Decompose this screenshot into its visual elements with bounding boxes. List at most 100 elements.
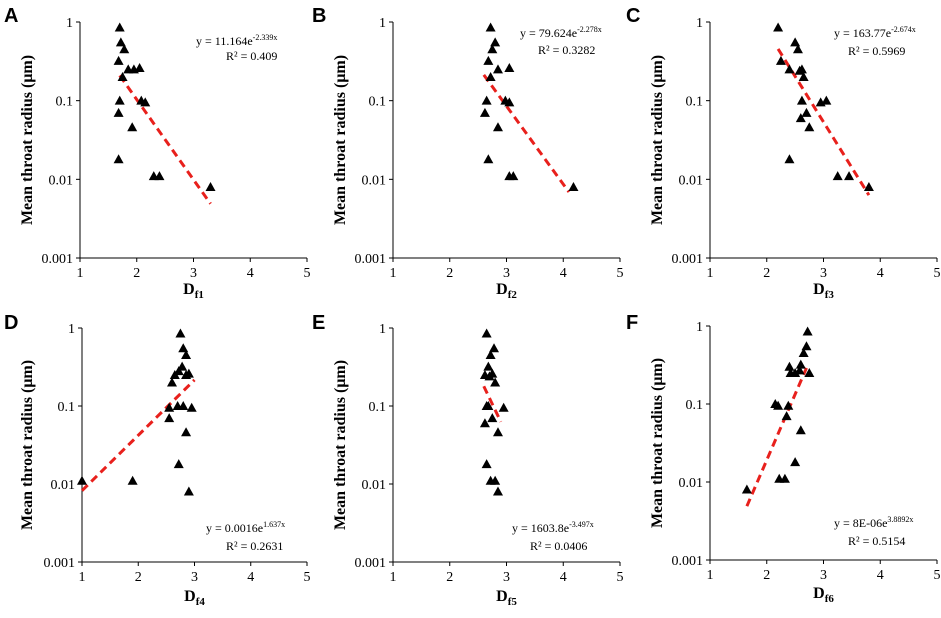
trendline — [745, 367, 808, 507]
data-point — [115, 37, 126, 47]
x-tick-label: 5 — [304, 266, 311, 281]
y-tick-label: 0.1 — [686, 95, 704, 110]
y-tick-label: 0.1 — [686, 398, 704, 413]
data-point — [508, 171, 519, 181]
x-tick-label: 5 — [617, 570, 624, 585]
trend-equation: y = 11.164e-2.339x — [196, 33, 277, 48]
x-tick-label: 2 — [763, 568, 770, 583]
data-point — [483, 361, 494, 371]
data-point — [490, 377, 501, 387]
data-point — [485, 22, 496, 32]
y-tick-label: 0.1 — [58, 400, 76, 415]
data-point — [183, 368, 194, 378]
y-axis-label: Mean throat radius (μm) — [19, 360, 36, 530]
data-point — [164, 402, 175, 412]
data-point — [773, 22, 784, 32]
x-tick-label: 5 — [934, 568, 941, 583]
data-point — [795, 425, 806, 435]
y-tick-label: 0.01 — [49, 173, 74, 188]
y-tick-label: 0.001 — [42, 252, 74, 267]
x-tick-label: 4 — [877, 568, 884, 583]
x-tick-label: 1 — [390, 266, 397, 281]
data-point — [154, 171, 165, 181]
data-point — [487, 44, 498, 54]
data-point — [483, 55, 494, 65]
x-tick-label: 4 — [247, 266, 254, 281]
y-axis-label: Mean throat radius (μm) — [649, 55, 666, 225]
x-tick-label: 1 — [77, 266, 84, 281]
x-tick-label: 1 — [707, 568, 714, 583]
y-tick-label: 1 — [696, 320, 703, 335]
data-point — [804, 367, 815, 377]
data-point — [172, 401, 183, 410]
data-point — [798, 348, 809, 358]
panel-letter: B — [312, 5, 326, 27]
data-point — [479, 107, 490, 117]
y-tick-label: 0.01 — [679, 173, 704, 188]
data-point — [490, 475, 501, 485]
data-point — [181, 350, 192, 360]
y-tick-label: 0.001 — [672, 252, 704, 267]
x-axis-label: Df5 — [496, 588, 517, 608]
x-tick-label: 2 — [133, 266, 140, 281]
x-tick-label: 2 — [446, 266, 453, 281]
panel-letter: D — [4, 312, 18, 334]
data-point — [479, 369, 490, 379]
y-axis-label: Mean throat radius (μm) — [649, 358, 666, 528]
r-squared: R² = 0.3282 — [538, 43, 595, 57]
data-point — [489, 343, 500, 353]
data-point — [183, 486, 194, 496]
data-point — [169, 369, 180, 379]
y-tick-label: 1 — [68, 322, 75, 337]
panel-d: D 0.001 0.01 0.1 1 1 2 3 4 5 Mean throat radius (μ… — [4, 312, 311, 608]
data-point — [492, 122, 503, 132]
data-point — [114, 95, 125, 105]
y-axis-label: Mean throat radius (μm) — [332, 55, 349, 225]
data-point — [784, 64, 795, 74]
y-tick-label: 0.01 — [362, 173, 387, 188]
data-point — [483, 154, 494, 164]
panel-e: E 0.001 0.01 0.1 1 1 2 3 4 5 Mean throat radius (μ… — [312, 312, 624, 608]
y-tick-label: 0.001 — [355, 252, 387, 267]
x-tick-label: 5 — [617, 266, 624, 281]
panel-letter: A — [4, 5, 18, 27]
data-point — [783, 400, 794, 410]
x-tick-label: 3 — [820, 266, 827, 281]
data-point — [127, 122, 138, 132]
trendline — [482, 73, 571, 193]
data-point — [790, 37, 801, 47]
data-point — [175, 328, 186, 338]
y-tick-label: 1 — [66, 16, 73, 31]
data-point — [485, 350, 496, 360]
data-point — [490, 37, 501, 47]
y-tick-label: 0.01 — [362, 478, 387, 493]
y-tick-label: 0.01 — [679, 476, 704, 491]
data-point — [794, 65, 805, 75]
y-tick-label: 0.01 — [51, 478, 76, 493]
data-point — [205, 181, 216, 191]
data-point — [781, 411, 792, 421]
r-squared: R² = 0.409 — [226, 49, 277, 63]
data-point — [801, 341, 812, 351]
data-point — [798, 71, 809, 81]
y-axis-label: Mean throat radius (μm) — [19, 55, 36, 225]
data-point — [77, 475, 87, 485]
data-point — [568, 181, 579, 191]
x-tick-label: 3 — [503, 266, 510, 281]
x-tick-label: 2 — [763, 266, 770, 281]
data-point — [128, 64, 139, 74]
data-point — [504, 63, 515, 73]
data-point — [832, 171, 843, 181]
x-tick-label: 5 — [304, 570, 311, 585]
y-tick-label: 1 — [379, 322, 386, 337]
data-point — [119, 44, 130, 54]
data-point — [492, 64, 503, 74]
data-point — [784, 154, 795, 164]
data-point — [492, 486, 503, 496]
data-point — [487, 368, 498, 378]
data-point — [127, 475, 138, 485]
data-point — [792, 44, 803, 54]
x-tick-label: 4 — [247, 570, 254, 585]
y-tick-label: 1 — [379, 16, 386, 31]
